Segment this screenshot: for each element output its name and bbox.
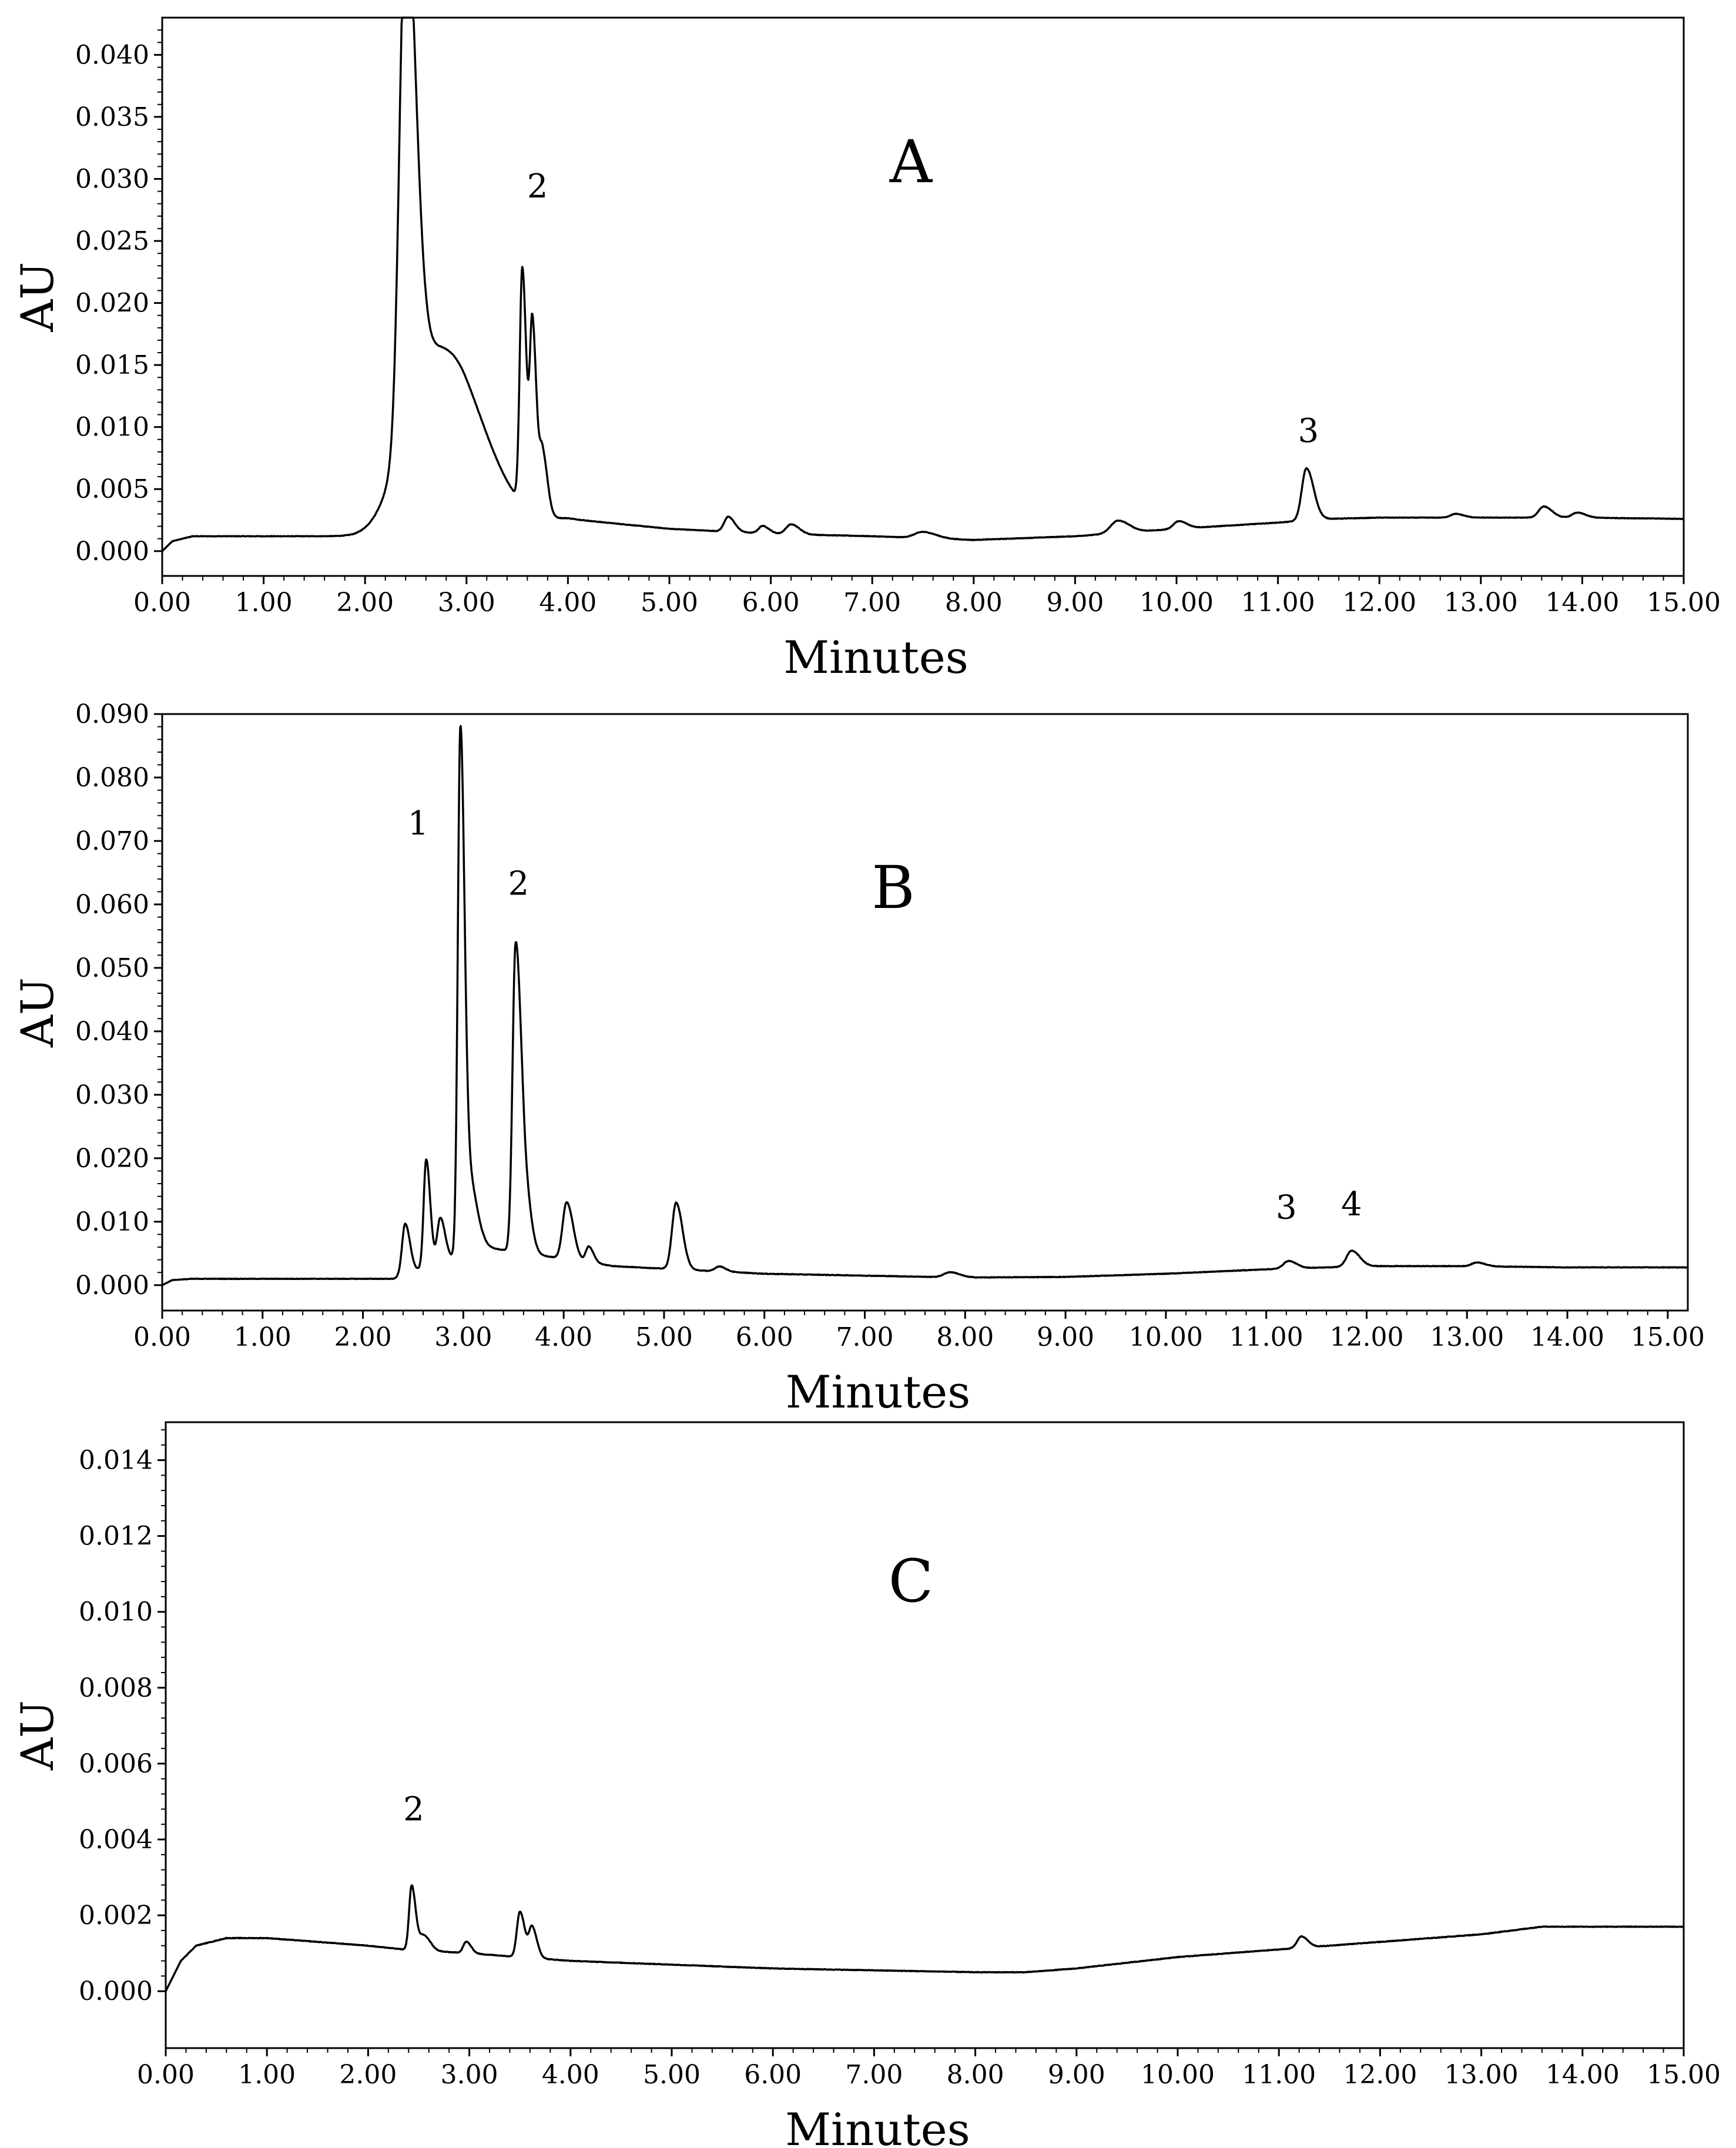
- panel-a-peak-label: 2: [527, 167, 548, 206]
- panel-c-x-tick-label: 7.00: [845, 2060, 903, 2090]
- panel-b-peak-label: 4: [1341, 1185, 1362, 1224]
- panel-b-x-tick-label: 3.00: [434, 1322, 492, 1352]
- panel-c-x-tick-label: 6.00: [744, 2060, 802, 2090]
- panel-b-y-tick-label: 0.030: [75, 1080, 149, 1110]
- panel-b-trace: [162, 725, 1688, 1286]
- panel-b-x-tick-label: 15.00: [1631, 1322, 1705, 1352]
- panel-b-y-tick-label: 0.020: [75, 1144, 149, 1174]
- panel-b-x-tick-label: 4.00: [535, 1322, 592, 1352]
- panel-c-y-tick-label: 0.012: [79, 1522, 153, 1551]
- panel-a-y-tick-label: 0.010: [75, 413, 149, 443]
- panel-b-x-tick-label: 11.00: [1229, 1322, 1303, 1352]
- panel-c-x-tick-label: 8.00: [947, 2060, 1004, 2090]
- panel-a-x-tick-label: 9.00: [1046, 588, 1104, 618]
- panel-c-y-axis-title: AU: [11, 1700, 63, 1771]
- panel-b-x-tick-label: 14.00: [1530, 1322, 1604, 1352]
- panel-a-y-tick-label: 0.015: [75, 350, 149, 380]
- panel-b-peak-label: 3: [1276, 1188, 1297, 1227]
- panel-a-y-tick-label: 0.030: [75, 164, 149, 194]
- panel-a-x-tick-label: 5.00: [641, 588, 698, 618]
- panel-a-x-tick-label: 11.00: [1241, 588, 1315, 618]
- panel-a-x-tick-label: 7.00: [843, 588, 901, 618]
- panel-b-y-tick-label: 0.040: [75, 1017, 149, 1047]
- panel-b-x-tick-label: 8.00: [936, 1322, 994, 1352]
- panel-a-y-tick-label: 0.000: [75, 537, 149, 567]
- panel-b-x-tick-label: 9.00: [1037, 1322, 1094, 1352]
- panel-c-x-tick-label: 13.00: [1445, 2060, 1519, 2090]
- panel-b-y-tick-label: 0.070: [75, 826, 149, 856]
- panel-a-x-tick-label: 10.00: [1140, 588, 1214, 618]
- panel-a-x-tick-label: 2.00: [336, 588, 394, 618]
- panel-c-y-tick-label: 0.000: [79, 1976, 153, 2006]
- panel-b-x-tick-label: 13.00: [1430, 1322, 1504, 1352]
- panel-a-y-tick-label: 0.025: [75, 226, 149, 256]
- panel-c-x-tick-label: 2.00: [339, 2060, 397, 2090]
- panel-c-y-tick-label: 0.010: [79, 1597, 153, 1627]
- panel-b-x-tick-label: 10.00: [1129, 1322, 1203, 1352]
- panel-a-x-axis-title: Minutes: [783, 631, 968, 683]
- panel-b-x-axis-title: Minutes: [786, 1366, 971, 1418]
- panel-c-trace: [165, 1884, 1684, 1992]
- panel-c-y-tick-label: 0.008: [79, 1673, 153, 1703]
- panel-c-x-tick-label: 12.00: [1343, 2060, 1417, 2090]
- panel-b-peak-label: 1: [408, 805, 429, 843]
- panel-c-x-tick-label: 14.00: [1546, 2060, 1620, 2090]
- panel-a-x-tick-label: 15.00: [1647, 588, 1721, 618]
- panel-b-x-tick-label: 6.00: [736, 1322, 793, 1352]
- panel-a-x-tick-label: 1.00: [235, 588, 293, 618]
- panel-a-x-tick-label: 8.00: [945, 588, 1003, 618]
- panel-a-trace: [161, 16, 1684, 552]
- panel-c-x-tick-label: 11.00: [1242, 2060, 1316, 2090]
- panel-b-y-tick-label: 0.000: [75, 1271, 149, 1301]
- panel-b-x-tick-label: 5.00: [635, 1322, 693, 1352]
- panel-c-y-tick-label: 0.002: [79, 1901, 153, 1931]
- panel-a-y-tick-label: 0.035: [75, 102, 149, 132]
- panel-b-y-tick-label: 0.090: [75, 699, 149, 729]
- panel-c-x-tick-label: 5.00: [643, 2060, 701, 2090]
- panel-a-x-tick-label: 4.00: [539, 588, 596, 618]
- panel-a-x-tick-label: 13.00: [1444, 588, 1518, 618]
- panel-b-y-tick-label: 0.010: [75, 1207, 149, 1237]
- panel-c-x-tick-label: 1.00: [238, 2060, 296, 2090]
- panel-a-x-tick-label: 12.00: [1342, 588, 1416, 618]
- panel-b-x-tick-label: 1.00: [234, 1322, 291, 1352]
- panel-a-x-tick-label: 3.00: [438, 588, 495, 618]
- panel-a-peak-label: 3: [1298, 412, 1319, 450]
- panel-a-frame: [161, 16, 1685, 577]
- panel-a-letter: A: [889, 128, 933, 196]
- panel-c-x-tick-label: 15.00: [1647, 2060, 1721, 2090]
- panel-b-x-tick-label: 0.00: [133, 1322, 191, 1352]
- panel-b-y-axis-title: AU: [11, 977, 63, 1048]
- panel-b-x-tick-label: 7.00: [836, 1322, 894, 1352]
- panel-c-x-tick-label: 10.00: [1141, 2060, 1215, 2090]
- panel-b-y-tick-label: 0.080: [75, 763, 149, 793]
- panel-b-peak-label: 2: [508, 865, 529, 903]
- panel-c-peak-label: 2: [403, 1791, 424, 1829]
- panel-c-x-tick-label: 0.00: [137, 2060, 195, 2090]
- panel-a-x-tick-label: 6.00: [742, 588, 800, 618]
- panel-c-y-tick-label: 0.006: [79, 1749, 153, 1779]
- panel-c-x-tick-label: 4.00: [542, 2060, 599, 2090]
- panel-c-letter: C: [889, 1547, 934, 1616]
- panel-c-frame: [165, 1421, 1685, 2049]
- panel-a-x-tick-label: 14.00: [1545, 588, 1619, 618]
- panel-a-y-tick-label: 0.020: [75, 289, 149, 319]
- panel-a-y-axis-title: AU: [11, 262, 63, 333]
- panel-c-y-tick-label: 0.004: [79, 1825, 153, 1855]
- panel-c-x-tick-label: 9.00: [1048, 2060, 1105, 2090]
- panel-b-x-tick-label: 2.00: [334, 1322, 392, 1352]
- panel-b-x-tick-label: 12.00: [1329, 1322, 1403, 1352]
- panel-a-y-tick-label: 0.005: [75, 474, 149, 504]
- panel-b-frame: [161, 713, 1689, 1312]
- panel-b-letter: B: [872, 853, 915, 922]
- panel-a-x-tick-label: 0.00: [133, 588, 191, 618]
- panel-a-y-tick-label: 0.040: [75, 40, 149, 70]
- panel-b-y-tick-label: 0.060: [75, 890, 149, 920]
- panel-c-x-tick-label: 3.00: [441, 2060, 498, 2090]
- panel-b-y-tick-label: 0.050: [75, 953, 149, 983]
- panel-c-x-axis-title: Minutes: [785, 2103, 970, 2148]
- panel-c-y-tick-label: 0.014: [79, 1446, 153, 1476]
